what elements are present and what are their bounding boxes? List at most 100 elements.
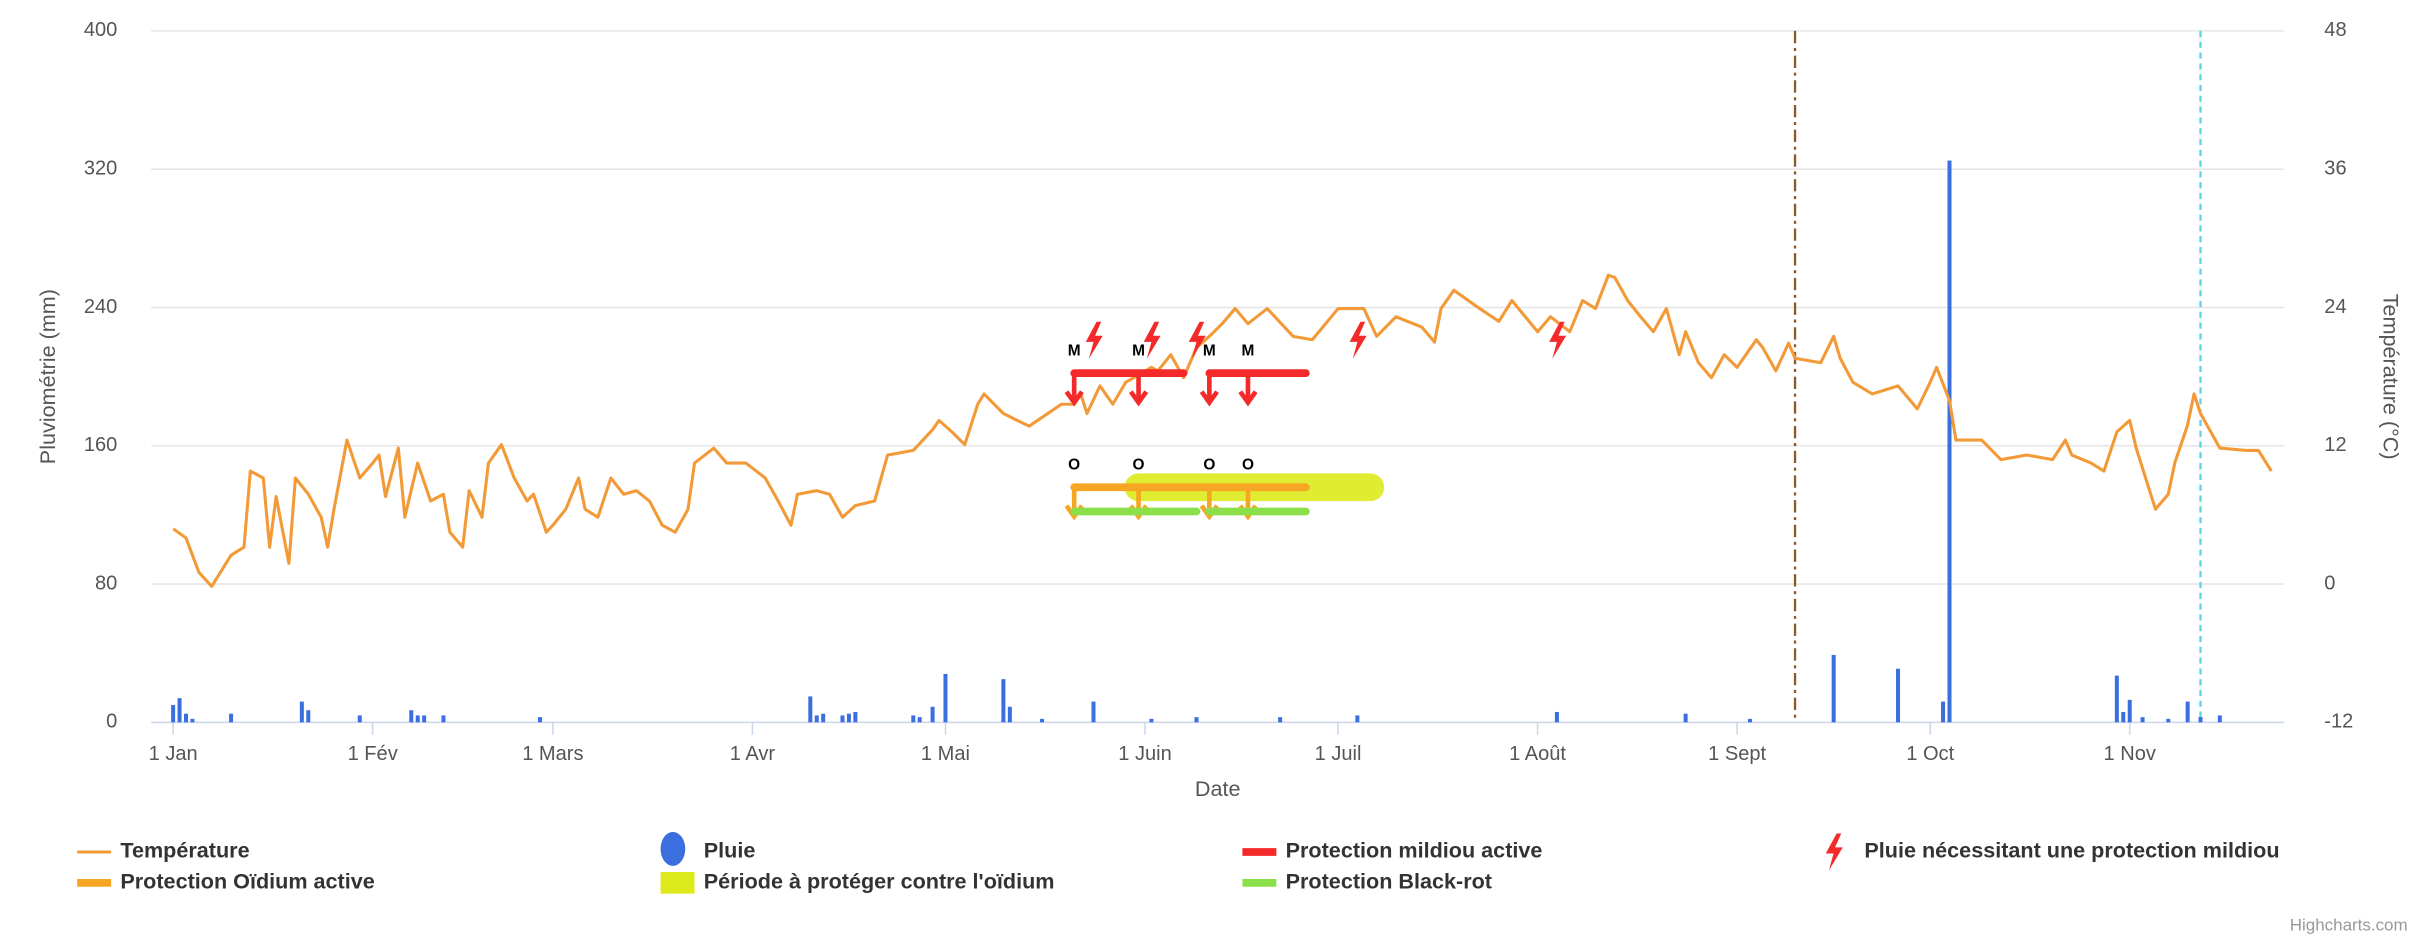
rain-bar — [1947, 160, 1952, 723]
marker-label: O — [1242, 457, 1254, 474]
x-tick-label: 1 Mars — [522, 743, 583, 765]
x-axis-title: Date — [1195, 776, 1241, 801]
x-tick-label: 1 Mai — [921, 743, 970, 765]
y2-tick-label: 48 — [2324, 19, 2346, 41]
x-tick-label: 1 Nov — [2104, 743, 2156, 765]
rain-bar — [1355, 715, 1360, 723]
y2-tick-label: 36 — [2324, 157, 2346, 179]
rain-bar — [1194, 717, 1199, 723]
protection-marker — [1238, 373, 1258, 407]
rain-alert-icon — [1349, 321, 1367, 359]
legend-label: Protection Oïdium active — [120, 869, 374, 894]
y-tick-label: 400 — [84, 19, 117, 41]
protection-marker — [1064, 373, 1084, 407]
rain-bar — [441, 715, 446, 723]
legend-symbol — [660, 831, 686, 866]
rain-bar — [2166, 718, 2171, 723]
y2-tick-label: 0 — [2324, 572, 2335, 594]
y-tick-label: 160 — [84, 434, 117, 456]
rain-bar — [183, 713, 189, 723]
rain-bar — [846, 713, 851, 723]
rain-bar — [917, 717, 922, 723]
rain-bar — [814, 715, 819, 723]
rain-bar — [1007, 706, 1012, 723]
y2-tick-label: 12 — [2324, 434, 2346, 456]
marker-label: O — [1203, 457, 1215, 474]
temperature-line — [172, 273, 2273, 588]
rain-bar — [1941, 701, 1946, 723]
legend-symbol — [660, 872, 695, 894]
x-tick-label: 1 Sept — [1708, 743, 1766, 765]
x-tick-label: 1 Avr — [730, 743, 776, 765]
y2-axis-title: Température (°C) — [2378, 294, 2403, 460]
rain-bar — [299, 701, 304, 723]
rain-bar — [2217, 715, 2222, 723]
rain-bar — [171, 705, 176, 723]
legend-label: Protection mildiou active — [1286, 838, 1543, 863]
rain-alert-icon — [1085, 321, 1103, 359]
rain-bar — [1896, 668, 1901, 723]
rain-bar — [190, 718, 195, 723]
credit: Highcharts.com — [2290, 916, 2408, 935]
x-tick-label: 1 Oct — [1906, 743, 1954, 765]
rain-bar — [1149, 718, 1154, 723]
rain-bar — [943, 673, 948, 723]
marker-label: M — [1132, 343, 1145, 360]
x-tick-label: 1 Juin — [1118, 743, 1171, 765]
rain-bar — [2140, 717, 2145, 723]
legend-label: Protection Black-rot — [1286, 869, 1492, 894]
rain-bar — [2185, 701, 2190, 723]
legend-symbol — [1825, 833, 1843, 871]
rain-alert-icon — [1143, 321, 1161, 359]
rain-bar — [2121, 711, 2126, 723]
rain-bar — [422, 715, 427, 723]
rain-bar — [2127, 699, 2132, 723]
rain-alert-icon — [1188, 321, 1206, 359]
protection-marker — [1128, 373, 1149, 407]
rain-bar — [1683, 713, 1688, 723]
rain-alert-icon — [1549, 321, 1567, 359]
rain-bar — [357, 715, 362, 723]
x-tick-label: 1 Jan — [149, 743, 198, 765]
rain-bar — [409, 710, 414, 723]
y-tick-label: 240 — [84, 296, 117, 318]
rain-bar — [229, 713, 234, 723]
x-tick-label: 1 Juil — [1315, 743, 1362, 765]
rain-bar — [415, 715, 420, 723]
rain-bar — [1831, 654, 1836, 723]
marker-label: M — [1242, 343, 1255, 360]
rain-bar — [1091, 701, 1096, 723]
rain-bar — [306, 710, 311, 723]
x-tick-label: 1 Fév — [348, 743, 398, 765]
protection-marker — [1199, 373, 1219, 407]
rain-bar — [840, 715, 845, 723]
rain-bar — [821, 713, 826, 723]
rain-bar — [1040, 718, 1045, 723]
rain-bar — [808, 696, 813, 723]
y-tick-label: 80 — [95, 572, 117, 594]
rain-bar — [1554, 711, 1559, 723]
legend-label: Pluie nécessitant une protection mildiou — [1864, 838, 2279, 863]
rain-bar — [930, 706, 935, 723]
marker-label: O — [1068, 457, 1080, 474]
legend-label: Pluie — [704, 838, 756, 863]
y-axis-title: Pluviométrie (mm) — [35, 289, 60, 464]
rain-bar — [911, 715, 916, 723]
marker-label: M — [1203, 343, 1216, 360]
rain-bar — [2198, 717, 2203, 723]
rain-bar — [2114, 675, 2119, 723]
rain-bar — [853, 711, 858, 723]
rain-bar — [1278, 717, 1283, 723]
marker-label: M — [1068, 343, 1081, 360]
y-tick-label: 0 — [106, 711, 117, 733]
rain-bar — [177, 698, 182, 723]
rain-bar — [1747, 718, 1752, 723]
rain-bar — [537, 717, 542, 723]
legend-label: Température — [120, 838, 249, 863]
y2-tick-label: -12 — [2324, 711, 2353, 733]
legend-label: Période à protéger contre l'oïdium — [704, 869, 1055, 894]
y2-tick-label: 24 — [2324, 296, 2346, 318]
y-tick-label: 320 — [84, 157, 117, 179]
